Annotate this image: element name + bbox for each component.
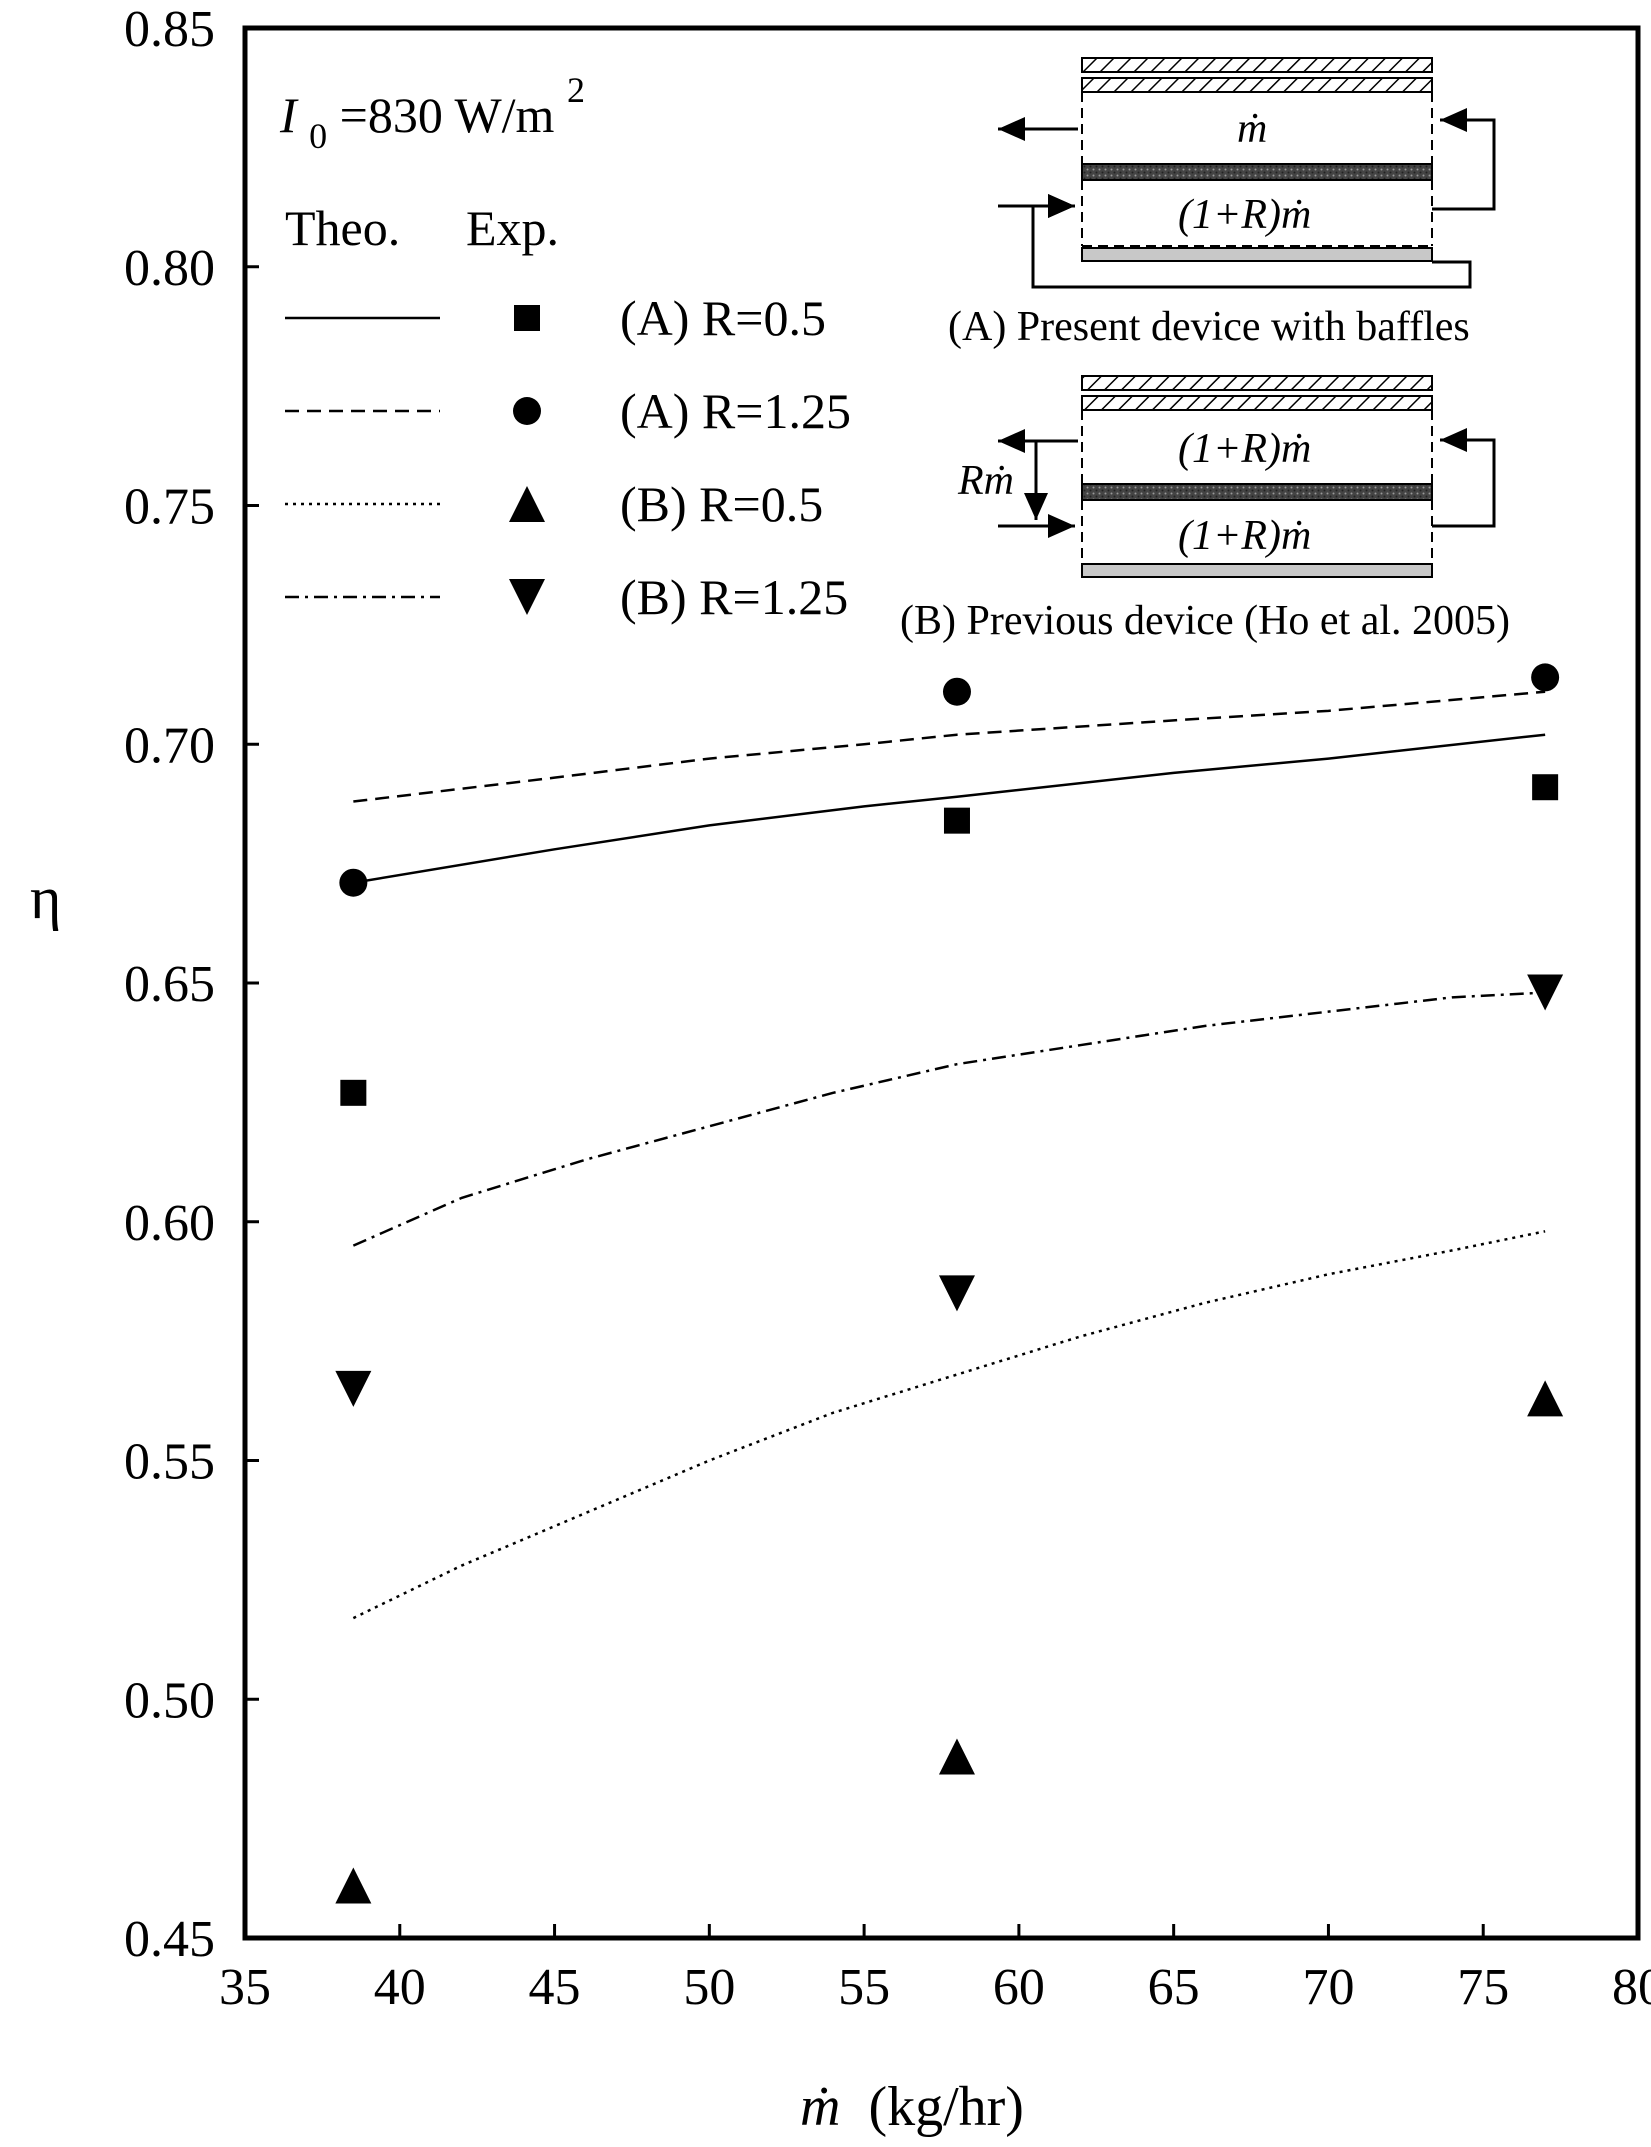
condition-subscript: 0 [309,116,327,156]
data-point-circle [1531,663,1560,692]
recycle-loop-right-b [1432,428,1496,528]
x-tick-label: 75 [1457,1959,1509,2016]
theory-line [352,1230,1546,1620]
data-point-triangle-down [938,1275,975,1312]
y-tick-label: 0.60 [124,1195,215,1252]
y-tick-label: 0.55 [124,1434,215,1491]
condition-symbol: I [279,87,299,143]
x-tick-label: 65 [1148,1959,1200,2016]
data-point-square [943,807,970,834]
device-a-caption: (A) Present device with baffles [948,304,1470,350]
data-point-triangle-down [335,1370,372,1407]
x-tick-label: 50 [683,1959,735,2016]
bottom-plate [1081,247,1433,262]
glass-cover-bottom [1081,77,1433,93]
device-a-bottom-label: (1+R)ṁ [1178,192,1311,238]
y-tick-label: 0.45 [124,1911,215,1968]
glass-cover-top [1081,57,1433,73]
legend-marker [513,397,541,425]
legend-label: (B) R=1.25 [620,569,848,625]
glass-cover-bottom-b [1081,395,1433,411]
legend-marker [509,579,545,615]
x-tick-label: 35 [219,1959,271,2016]
y-tick-label: 0.70 [124,717,215,774]
data-point-triangle-up [335,1867,372,1904]
legend-header-exp: Exp. [466,200,559,256]
x-tick-label: 45 [529,1959,581,2016]
bottom-plate-b [1081,563,1433,578]
y-tick-label: 0.65 [124,956,215,1013]
inset-device-a: ṁ (1+R)ṁ (A) Present device with baffles [948,57,1496,350]
device-b-caption: (B) Previous device (Ho et al. 2005) [900,598,1510,644]
recycle-loop-right-a [1432,108,1496,211]
theory-line [352,991,1546,1247]
data-point-circle [339,868,368,897]
legend-label: (B) R=0.5 [620,476,823,532]
experimental-markers [335,663,1564,1904]
legend-label: (A) R=1.25 [620,383,851,439]
device-b-top-label: (1+R)ṁ [1178,426,1311,472]
absorber-plate [1081,163,1433,181]
legend-label: (A) R=0.5 [620,290,826,346]
data-point-square [1532,774,1559,801]
data-point-triangle-up [1527,1380,1564,1417]
condition-superscript: 2 [567,70,585,110]
condition-text: =830 W/m [340,87,555,143]
legend: (A) R=0.5 (A) R=1.25 (B) R=0.5 (B) R=1.25 [285,290,851,625]
y-tick-label: 0.75 [124,479,215,536]
y-tick-label: 0.80 [124,240,215,297]
y-axis-label: η [30,865,61,931]
device-b-bottom-label: (1+R)ṁ [1178,513,1311,559]
device-a-top-label: ṁ [1237,106,1267,152]
x-tick-label: 40 [374,1959,426,2016]
tick-labels: 35 40 45 50 55 60 65 70 75 80 0.45 0.50 0.55 0.60 0.65… [124,1,1651,2016]
absorber-plate-b [1081,483,1433,501]
x-axis-unit: (kg/hr) [868,2076,1024,2138]
ticks [243,26,1640,1940]
data-point-triangle-up [938,1738,975,1775]
x-tick-label: 70 [1302,1959,1354,2016]
x-tick-label: 55 [838,1959,890,2016]
x-tick-label: 80 [1612,1959,1651,2016]
legend-marker [509,486,545,522]
inset-device-b: (1+R)ṁ (1+R)ṁ Rṁ (B) Previous device (Ho… [900,375,1510,644]
theory-lines [352,690,1546,1620]
x-tick-label: 60 [993,1959,1045,2016]
condition-label: I 0 =830 W/m 2 [279,70,585,159]
theory-line [353,690,1546,803]
legend-marker [514,305,540,331]
theory-line [353,733,1546,884]
data-point-triangle-down [1527,974,1564,1011]
x-axis-symbol: ṁ [800,2076,840,2138]
y-tick-label: 0.85 [124,1,215,58]
x-axis-label: ṁ (kg/hr) [800,2076,1024,2138]
y-tick-label: 0.50 [124,1672,215,1729]
glass-cover-top-b [1081,375,1433,391]
legend-header-theo: Theo. [285,200,400,256]
data-point-circle [942,677,971,706]
data-point-square [340,1079,367,1106]
recycle-label-b: Rṁ [957,458,1014,504]
